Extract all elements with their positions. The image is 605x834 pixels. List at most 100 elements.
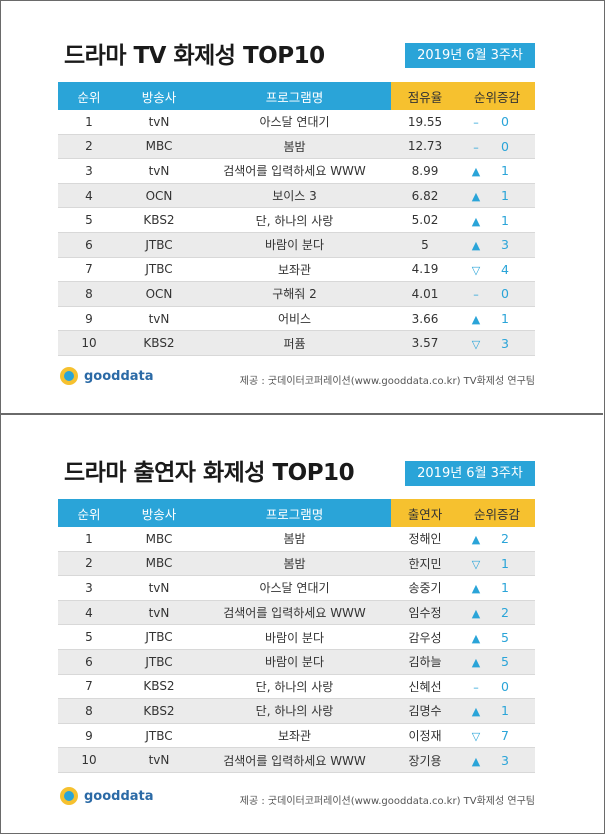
rank-cell: 8	[58, 698, 120, 724]
program-cell: 바람이 분다	[198, 624, 391, 650]
rank-cell: 6	[58, 649, 120, 675]
rank-change-cell: ▲ 5	[459, 649, 535, 675]
table-header-row: 순위 방송사 프로그램명 점유율 순위증감	[58, 82, 535, 110]
value-cell: 4.19	[391, 257, 459, 283]
channel-cell: JTBC	[120, 257, 198, 283]
rank-change-value: 1	[501, 555, 509, 571]
source-credit: 제공 : 굿데이터코퍼레이션(www.gooddata.co.kr) TV화제성…	[239, 796, 535, 807]
value-cell: 4.01	[391, 281, 459, 307]
value-cell: 12.73	[391, 134, 459, 160]
week-badge: 2019년 6월 3주차	[405, 461, 535, 486]
header-rank: 순위	[58, 82, 120, 110]
channel-cell: tvN	[120, 575, 198, 601]
program-cell: 보좌관	[198, 723, 391, 749]
rank-change-cell: ▽ 4	[459, 257, 535, 283]
table-row: 3 tvN 아스달 연대기 송중기 ▲ 1	[58, 575, 535, 601]
triangle-up-icon: ▲	[471, 533, 481, 547]
source-credit: 제공 : 굿데이터코퍼레이션(www.gooddata.co.kr) TV화제성…	[239, 376, 535, 387]
value-cell: 김명수	[391, 698, 459, 724]
panel-title: 드라마 TV 화제성 TOP10	[64, 43, 325, 69]
rank-change-cell: –0	[459, 110, 535, 135]
rank-cell: 9	[58, 723, 120, 749]
rank-cell: 2	[58, 551, 120, 577]
value-cell: 김하늘	[391, 649, 459, 675]
table-row: 10 KBS2 퍼퓸 3.57 ▽ 3	[58, 330, 535, 356]
value-cell: 임수정	[391, 600, 459, 626]
header-rank: 순위	[58, 499, 120, 527]
rank-change-value: 1	[501, 580, 509, 596]
rank-change-cell: ▲ 1	[459, 183, 535, 209]
channel-cell: OCN	[120, 183, 198, 209]
rank-change-value: 0	[501, 286, 509, 302]
value-cell: 5	[391, 232, 459, 258]
header-channel: 방송사	[120, 499, 198, 527]
program-cell: 봄밤	[198, 527, 391, 552]
rank-change-cell: ▲ 1	[459, 698, 535, 724]
channel-cell: tvN	[120, 747, 198, 773]
program-cell: 검색어를 입력하세요 WWW	[198, 747, 391, 773]
rank-change-value: 0	[501, 678, 509, 694]
value-cell: 한지민	[391, 551, 459, 577]
triangle-up-icon: ▲	[471, 214, 481, 228]
triangle-up-icon: ▲	[471, 607, 481, 621]
rank-change-cell: ▲ 2	[459, 600, 535, 626]
program-cell: 바람이 분다	[198, 232, 391, 258]
value-cell: 19.55	[391, 110, 459, 135]
logo-text: gooddata	[84, 788, 154, 804]
rank-cell: 4	[58, 600, 120, 626]
channel-cell: KBS2	[120, 674, 198, 700]
program-cell: 단, 하나의 사랑	[198, 207, 391, 233]
table-row: 7 KBS2 단, 하나의 사랑 신혜선 –0	[58, 674, 535, 700]
channel-cell: tvN	[120, 600, 198, 626]
ranking-table: 순위 방송사 프로그램명 점유율 순위증감 1 tvN 아스달 연대기 19.55–0…	[58, 82, 535, 356]
triangle-up-icon: ▲	[471, 656, 481, 670]
table-row: 2 MBC 봄밤 12.73–0	[58, 134, 535, 160]
rank-cell: 8	[58, 281, 120, 307]
channel-cell: JTBC	[120, 232, 198, 258]
rank-cell: 3	[58, 575, 120, 601]
channel-cell: KBS2	[120, 330, 198, 356]
rank-change-cell: ▲ 1	[459, 207, 535, 233]
value-cell: 정해인	[391, 527, 459, 552]
program-cell: 봄밤	[198, 134, 391, 160]
panel-title: 드라마 출연자 화제성 TOP10	[64, 460, 355, 486]
rank-change-cell: –0	[459, 674, 535, 700]
value-cell: 신혜선	[391, 674, 459, 700]
table-row: 3 tvN 검색어를 입력하세요 WWW 8.99 ▲ 1	[58, 158, 535, 184]
rank-cell: 1	[58, 527, 120, 552]
rank-cell: 5	[58, 207, 120, 233]
rank-change-cell: ▲ 5	[459, 624, 535, 650]
value-cell: 이정재	[391, 723, 459, 749]
header-program: 프로그램명	[198, 82, 391, 110]
channel-cell: KBS2	[120, 207, 198, 233]
rank-change-value: 7	[501, 728, 509, 744]
channel-cell: JTBC	[120, 723, 198, 749]
rank-change-cell: ▲ 1	[459, 306, 535, 332]
table-row: 10 tvN 검색어를 입력하세요 WWW 장기용 ▲ 3	[58, 747, 535, 773]
triangle-up-icon: ▲	[471, 705, 481, 719]
value-cell: 장기용	[391, 747, 459, 773]
table-row: 8 OCN 구해줘 2 4.01–0	[58, 281, 535, 307]
channel-cell: JTBC	[120, 649, 198, 675]
value-cell: 송중기	[391, 575, 459, 601]
program-cell: 단, 하나의 사랑	[198, 674, 391, 700]
rank-change-value: 1	[501, 311, 509, 327]
rank-change-cell: –0	[459, 134, 535, 160]
rank-change-cell: ▲ 1	[459, 575, 535, 601]
program-cell: 검색어를 입력하세요 WWW	[198, 600, 391, 626]
rank-cell: 6	[58, 232, 120, 258]
program-cell: 바람이 분다	[198, 649, 391, 675]
rank-cell: 2	[58, 134, 120, 160]
value-cell: 감우성	[391, 624, 459, 650]
program-cell: 보이스 3	[198, 183, 391, 209]
table-row: 4 tvN 검색어를 입력하세요 WWW 임수정 ▲ 2	[58, 600, 535, 626]
dash-icon: –	[473, 116, 479, 130]
rank-cell: 7	[58, 674, 120, 700]
table-row: 5 JTBC 바람이 분다 감우성 ▲ 5	[58, 624, 535, 650]
triangle-up-icon: ▲	[471, 582, 481, 596]
program-cell: 퍼퓸	[198, 330, 391, 356]
program-cell: 보좌관	[198, 257, 391, 283]
triangle-down-icon: ▽	[471, 730, 481, 744]
header-actor: 출연자	[391, 499, 459, 527]
triangle-up-icon: ▲	[471, 631, 481, 645]
